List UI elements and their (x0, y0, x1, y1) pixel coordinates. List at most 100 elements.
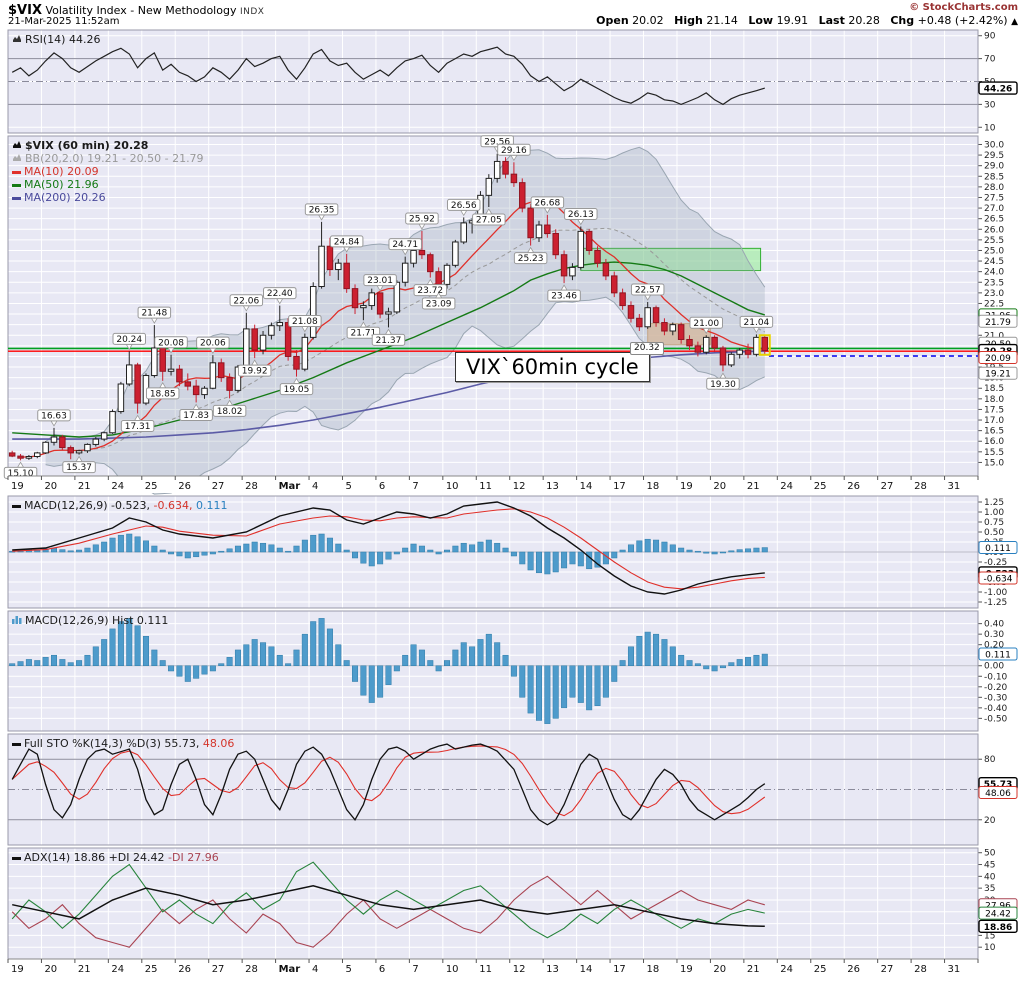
macd-signal-value: -0.634, (153, 499, 193, 512)
ma200-swatch-icon (12, 196, 21, 200)
candlestick (694, 345, 702, 353)
chart-datetime: 21-Mar-2025 11:52am (8, 16, 120, 27)
svg-text:24: 24 (780, 481, 793, 492)
svg-text:25: 25 (145, 964, 158, 975)
minus-di-value: -DI 27.96 (168, 851, 219, 864)
candlestick (259, 334, 267, 351)
svg-text:13: 13 (546, 481, 559, 492)
svg-text:21.08: 21.08 (292, 317, 318, 327)
svg-text:24.71: 24.71 (392, 240, 418, 250)
candlestick (284, 322, 292, 357)
candlestick (435, 271, 442, 285)
svg-text:22.06: 22.06 (233, 296, 259, 306)
hist-legend: MACD(12,26,9) Hist 0.111 (12, 614, 168, 627)
svg-text:15.37: 15.37 (66, 463, 92, 473)
adx-legend-text: ADX(14) 18.86 +DI 24.42 (24, 851, 165, 864)
chg-label: Chg (890, 14, 915, 27)
svg-text:24.5: 24.5 (984, 257, 1004, 267)
candlestick (243, 328, 250, 368)
svg-text:0.00: 0.00 (984, 662, 1004, 672)
axis-callout (978, 351, 1018, 365)
svg-text:-1.25: -1.25 (984, 598, 1007, 608)
date-axis-bottom: 19 20 21 24 25 26 27 28 Mar 4 5 6 7 10 11 12 13 14 17 18 19 2… (7, 958, 979, 976)
svg-text:20.08: 20.08 (158, 338, 184, 348)
candlestick (159, 347, 166, 372)
candlestick (75, 450, 83, 454)
svg-text:14: 14 (580, 964, 593, 975)
svg-text:18: 18 (647, 481, 660, 492)
candlestick (560, 254, 568, 277)
candlestick (519, 182, 526, 209)
candlestick (335, 262, 342, 271)
candlestick (569, 266, 576, 277)
svg-text:48.06: 48.06 (985, 789, 1011, 799)
svg-text:21.79: 21.79 (985, 318, 1011, 328)
svg-text:22.40: 22.40 (267, 289, 293, 299)
sto-legend: Full STO %K(14,3) %D(3) 55.73, 48.06 (12, 737, 234, 750)
svg-text:20.06: 20.06 (200, 339, 226, 349)
hist-legend-text: MACD(12,26,9) Hist 0.111 (25, 614, 169, 627)
bb-legend: BB(20,2.0) 19.21 - 20.50 - 21.79 (12, 152, 204, 165)
price-annotation (446, 198, 481, 211)
exchange: INDX (239, 7, 265, 17)
price-annotation (363, 274, 397, 287)
rsi-callouts: 44.26 (978, 81, 1018, 95)
candlestick (702, 336, 710, 353)
candlestick (493, 160, 501, 179)
svg-text:17.0: 17.0 (984, 416, 1004, 426)
main-panel: 30.029.529.028.528.027.527.026.526.025.5… (7, 135, 1004, 477)
candlestick (736, 349, 743, 355)
candlestick (67, 447, 74, 454)
svg-text:21.37: 21.37 (376, 336, 402, 346)
svg-text:-0.50: -0.50 (984, 714, 1008, 724)
svg-text:15.5: 15.5 (984, 448, 1004, 458)
svg-text:26.5: 26.5 (984, 215, 1004, 225)
candlestick (59, 436, 66, 449)
candlestick (652, 307, 660, 324)
svg-text:7: 7 (412, 964, 418, 975)
price-annotation (145, 387, 180, 400)
svg-text:90: 90 (984, 32, 996, 42)
rsi-legend: RSI(14) 44.26 (12, 33, 100, 46)
svg-text:21: 21 (747, 964, 760, 975)
candlestick (151, 347, 158, 377)
svg-text:26.35: 26.35 (309, 205, 335, 215)
axis-callout (978, 647, 1018, 661)
svg-text:25: 25 (145, 481, 158, 492)
svg-text:11: 11 (479, 481, 492, 492)
svg-text:14: 14 (580, 481, 593, 492)
candlestick (50, 436, 58, 443)
price-annotation (37, 409, 71, 422)
svg-text:28: 28 (914, 481, 927, 492)
svg-text:27: 27 (212, 964, 225, 975)
svg-text:26.0: 26.0 (984, 225, 1004, 235)
sto-d-value: 48.06 (202, 737, 235, 750)
svg-text:26: 26 (847, 481, 860, 492)
svg-text:18: 18 (647, 964, 660, 975)
svg-text:4: 4 (312, 964, 318, 975)
candlestick (201, 387, 208, 396)
svg-text:50: 50 (984, 849, 996, 859)
svg-text:18.0: 18.0 (984, 395, 1004, 405)
candlestick (176, 368, 183, 383)
candlestick (84, 443, 91, 452)
price-annotation (62, 461, 96, 474)
candlestick (418, 249, 426, 256)
svg-text:80: 80 (984, 755, 996, 765)
last-label: Last (818, 14, 845, 27)
svg-text:0.50: 0.50 (984, 528, 1004, 538)
candlestick (619, 292, 626, 307)
svg-text:0.111: 0.111 (985, 651, 1011, 661)
candlestick (577, 230, 585, 268)
svg-text:6: 6 (379, 481, 385, 492)
svg-text:0.75: 0.75 (984, 518, 1004, 528)
candlestick (34, 452, 41, 457)
axis-callout (978, 366, 1018, 380)
svg-text:4: 4 (312, 481, 318, 492)
svg-text:27: 27 (881, 481, 894, 492)
ma50-swatch-icon (12, 183, 21, 187)
price-annotation (288, 315, 322, 328)
svg-text:5: 5 (345, 964, 351, 975)
svg-text:20.09: 20.09 (985, 354, 1011, 364)
